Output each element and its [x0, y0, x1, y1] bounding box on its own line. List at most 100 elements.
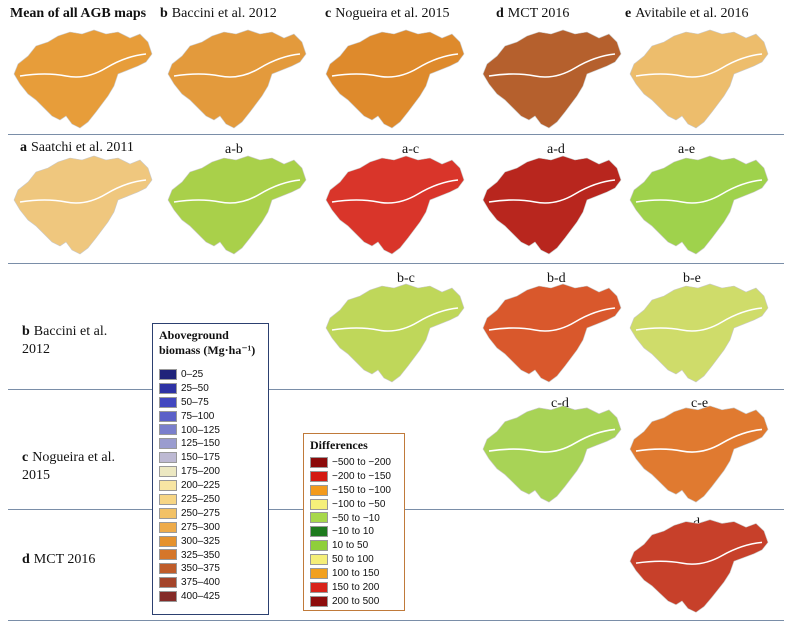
diff-label-c-e: c-e — [691, 396, 709, 411]
differences-legend-swatch — [310, 554, 328, 566]
differences-legend-swatch — [310, 540, 328, 552]
differences-legend-label: 50 to 100 — [332, 554, 374, 566]
agb-legend-swatch — [159, 493, 177, 505]
river-line — [488, 179, 616, 204]
differences-legend-item: 10 to 50 — [310, 539, 398, 553]
map-saatchi — [13, 155, 153, 255]
agb-legend-item: 400–425 — [159, 590, 262, 604]
differences-legend-item: 50 to 100 — [310, 553, 398, 567]
basin-shape — [13, 155, 153, 255]
agb-legend-title: Aboveground biomass (Mg·ha⁻¹) — [159, 328, 256, 357]
map-diff-a-b — [167, 155, 307, 255]
row-separator — [8, 263, 784, 264]
differences-legend-swatch — [310, 595, 328, 607]
river-line — [331, 53, 459, 78]
agb-legend-swatch — [159, 535, 177, 547]
agb-legend: Aboveground biomass (Mg·ha⁻¹) 0–25 25–50 5… — [152, 323, 269, 615]
river-line — [635, 53, 763, 78]
agb-legend-swatch — [159, 507, 177, 519]
basin-shape — [482, 155, 622, 255]
differences-legend-swatch — [310, 567, 328, 579]
row-separator — [8, 620, 784, 621]
header-mct: d MCT 2016 — [496, 6, 570, 21]
basin-shape — [482, 405, 622, 503]
differences-legend-label: −150 to −100 — [332, 484, 391, 496]
agb-legend-label: 275–300 — [181, 521, 220, 533]
river-line — [331, 179, 459, 204]
basin-shape — [629, 519, 769, 613]
agb-legend-item: 225–250 — [159, 493, 262, 507]
agb-legend-label: 325–350 — [181, 549, 220, 561]
agb-legend-swatch — [159, 479, 177, 491]
river-line — [488, 307, 616, 332]
map-diff-a-d — [482, 155, 622, 255]
agb-legend-label: 75–100 — [181, 410, 215, 422]
agb-legend-label: 25–50 — [181, 382, 209, 394]
differences-legend-swatch — [310, 512, 328, 524]
agb-legend-swatch — [159, 452, 177, 464]
agb-legend-item: 150–175 — [159, 451, 262, 465]
agb-legend-item: 350–375 — [159, 562, 262, 576]
basin-shape — [482, 29, 622, 129]
basin-shape — [629, 155, 769, 255]
map-diff-b-c — [325, 283, 465, 383]
river-line — [635, 307, 763, 332]
river-line — [19, 53, 147, 78]
basin-shape — [482, 283, 622, 383]
agb-legend-item: 125–150 — [159, 437, 262, 451]
agb-legend-swatch — [159, 563, 177, 575]
header-avitabile: e Avitabile et al. 2016 — [625, 6, 749, 21]
header-mean: Mean of all AGB maps — [10, 6, 147, 21]
agb-legend-swatch — [159, 410, 177, 422]
basin-shape — [13, 29, 153, 129]
map-diff-d-e — [629, 519, 769, 613]
map-diff-c-d — [482, 405, 622, 503]
river-line — [173, 179, 301, 204]
basin-shape — [325, 29, 465, 129]
differences-legend-label: 150 to 200 — [332, 582, 380, 594]
map-diff-a-c — [325, 155, 465, 255]
differences-legend-swatch — [310, 484, 328, 496]
diff-label-b-d: b-d — [547, 271, 566, 286]
differences-legend-label: −100 to −50 — [332, 498, 386, 510]
agb-legend-label: 400–425 — [181, 591, 220, 603]
differences-legend-item: −200 to −150 — [310, 470, 398, 484]
agb-legend-label: 100–125 — [181, 424, 220, 436]
agb-legend-item: 325–350 — [159, 549, 262, 563]
agb-legend-item: 375–400 — [159, 576, 262, 590]
differences-legend-item: −500 to −200 — [310, 456, 398, 470]
agb-legend-label: 350–375 — [181, 563, 220, 575]
row-separator — [8, 134, 784, 135]
differences-legend-item: 200 to 500 — [310, 595, 398, 609]
agb-legend-label: 300–325 — [181, 535, 220, 547]
agb-legend-swatch — [159, 396, 177, 408]
river-line — [635, 541, 763, 565]
differences-legend-swatch — [310, 498, 328, 510]
agb-legend-item: 300–325 — [159, 535, 262, 549]
differences-legend-item: −150 to −100 — [310, 484, 398, 498]
agb-legend-swatch — [159, 424, 177, 436]
river-line — [19, 179, 147, 204]
agb-legend-label: 50–75 — [181, 396, 209, 408]
agb-legend-item: 75–100 — [159, 410, 262, 424]
agb-legend-swatch — [159, 368, 177, 380]
river-line — [173, 53, 301, 78]
basin-shape — [325, 283, 465, 383]
agb-legend-item: 0–25 — [159, 368, 262, 382]
map-diff-a-e — [629, 155, 769, 255]
basin-shape — [167, 155, 307, 255]
differences-legend: Differences −500 to −200 −200 to −150 −150… — [303, 433, 405, 611]
agb-legend-swatch — [159, 521, 177, 533]
agb-legend-item: 200–225 — [159, 479, 262, 493]
river-line — [635, 179, 763, 204]
river-line — [635, 428, 763, 453]
agb-legend-label: 150–175 — [181, 452, 220, 464]
map-diff-c-e — [629, 405, 769, 503]
agb-legend-label: 175–200 — [181, 466, 220, 478]
differences-legend-item: −10 to 10 — [310, 525, 398, 539]
agb-legend-swatch — [159, 438, 177, 450]
differences-legend-swatch — [310, 581, 328, 593]
agb-legend-label: 250–275 — [181, 507, 220, 519]
agb-legend-swatch — [159, 591, 177, 603]
map-nogueira — [325, 29, 465, 129]
